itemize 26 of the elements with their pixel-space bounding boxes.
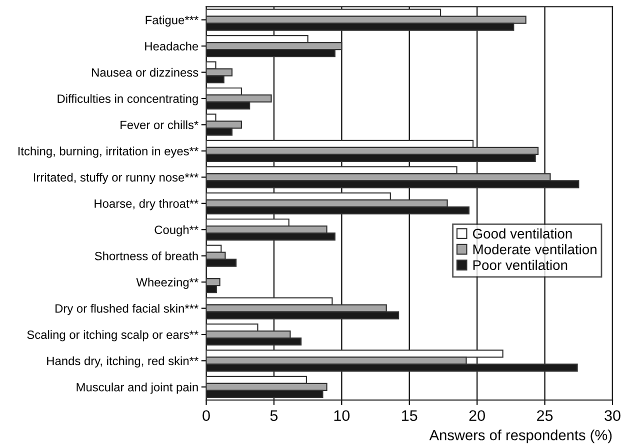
y-tick-label: Hoarse, dry throat** [94, 199, 198, 210]
y-tick-label: Fever or chills* [120, 120, 198, 130]
y-tick-label: Headache [145, 42, 198, 50]
y-tick-label: Hands dry, itching, red skin** [47, 356, 198, 368]
legend-label: Poor ventilation [473, 260, 568, 270]
y-tick-label: Difficulties in concentrating [58, 94, 198, 106]
y-tick-label: Scaling or itching scalp or ears** [27, 330, 198, 342]
x-tick-label: 20 [469, 410, 485, 422]
x-tick-label: 5 [270, 410, 278, 422]
x-tick-label: 30 [604, 410, 620, 422]
y-tick-label: Muscular and joint pain [76, 382, 198, 394]
y-tick-label: Nausea or dizziness [92, 68, 198, 77]
x-axis-title: Answers of respondents (%) [429, 430, 612, 444]
x-tick-label: 15 [402, 410, 418, 422]
legend-label: Good ventilation [472, 228, 572, 239]
y-tick-label: Irritated, stuffy or runny nose*** [34, 172, 198, 184]
y-tick-label: Cough** [154, 225, 198, 236]
y-tick-label: Wheezing** [136, 278, 198, 289]
x-tick-label: 10 [334, 410, 350, 422]
y-tick-label: Fatigue*** [146, 15, 198, 27]
y-tick-label: Dry or flushed facial skin*** [56, 304, 198, 316]
x-tick-label: 0 [202, 410, 210, 422]
y-tick-label: Itching, burning, irritation in eyes** [18, 146, 198, 158]
x-tick-label: 25 [537, 410, 553, 422]
y-tick-label: Shortness of breath [94, 252, 198, 260]
legend-label: Moderate ventilation [473, 244, 596, 254]
